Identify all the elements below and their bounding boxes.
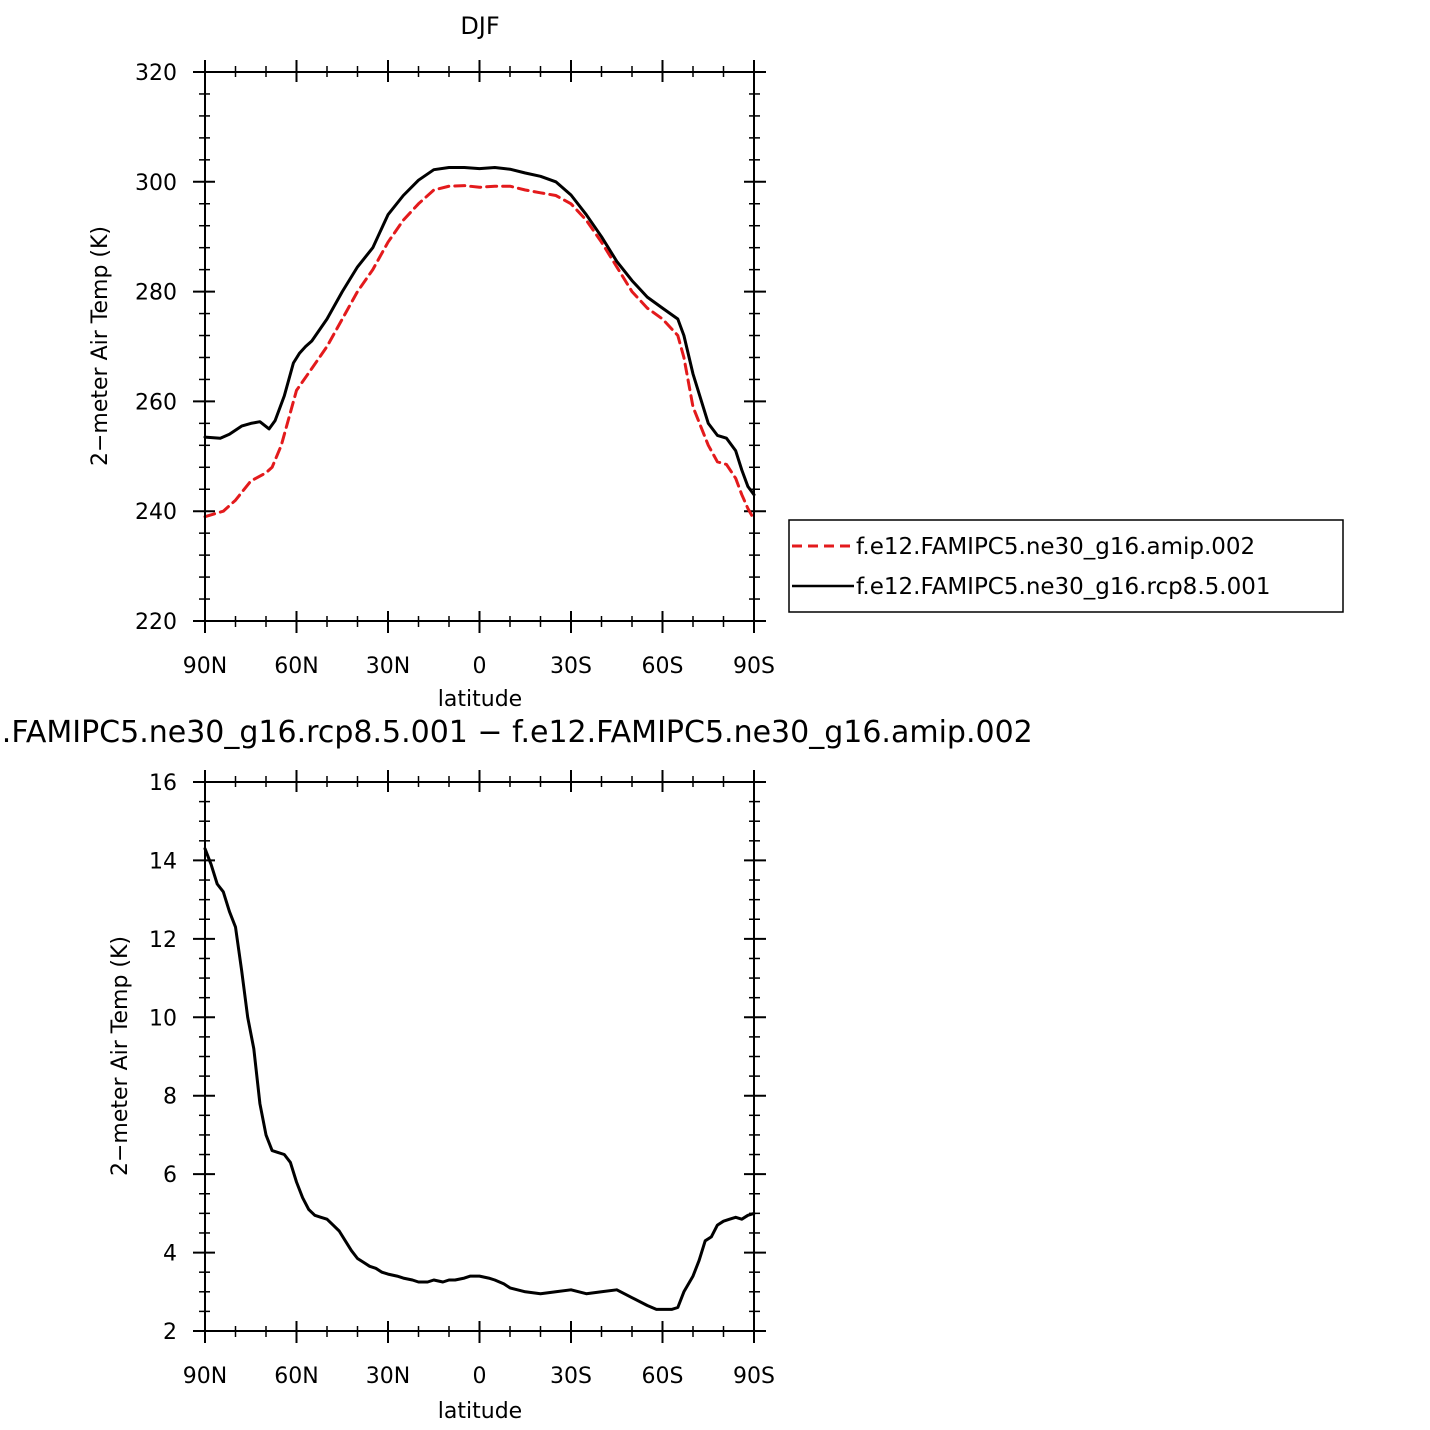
top-ticks <box>193 60 766 633</box>
bottom-x-tick-label: 0 <box>473 1364 487 1389</box>
top-title: DJF <box>460 12 499 40</box>
legend-label-rcp85: f.e12.FAMIPC5.ne30_g16.rcp8.5.001 <box>856 574 1270 600</box>
top-y-tick-label: 300 <box>135 171 177 196</box>
bottom-y-tick-label: 16 <box>149 771 177 796</box>
bottom-y-tick-label: 2 <box>163 1320 177 1345</box>
legend-label-amip: f.e12.FAMIPC5.ne30_g16.amip.002 <box>856 534 1255 560</box>
bottom-x-tick-label: 30S <box>550 1364 592 1389</box>
top-x-tick-label: 60N <box>274 654 318 679</box>
bottom-x-tick-label: 60N <box>274 1364 318 1389</box>
bottom-x-axis-label: latitude <box>438 1399 522 1424</box>
bottom-series-line-0 <box>203 847 756 1311</box>
bottom-x-tick-label: 90S <box>733 1364 775 1389</box>
top-x-tick-label: 90N <box>183 654 227 679</box>
top-y-tick-label: 320 <box>135 61 177 86</box>
top-series-line-0 <box>203 184 756 521</box>
top-panel: DJF 2−meter Air Temp (K) latitude 90N 60N… <box>88 12 775 712</box>
bottom-y-tick-label: 6 <box>163 1163 177 1188</box>
bottom-x-tick-label: 30N <box>366 1364 410 1389</box>
bottom-ticks <box>193 770 766 1343</box>
bottom-x-tick-label: 90N <box>183 1364 227 1389</box>
top-x-tick-label: 90S <box>733 654 775 679</box>
bottom-panel: f.e12.FAMIPC5.ne30_g16.rcp8.5.001 − f.e1… <box>0 715 1033 1424</box>
top-x-axis-label: latitude <box>438 687 522 712</box>
top-x-tick-label: 30N <box>366 654 410 679</box>
bottom-plot-frame <box>204 781 755 1332</box>
top-series-lines <box>203 166 756 521</box>
legend-box <box>788 519 1344 613</box>
bottom-y-tick-label: 4 <box>163 1242 177 1267</box>
bottom-tick-labels: 90N 60N 30N 0 30S 60S 90S 2 4 6 8 10 12 14 16 <box>149 771 775 1389</box>
bottom-title: f.e12.FAMIPC5.ne30_g16.rcp8.5.001 − f.e1… <box>0 715 1033 750</box>
top-y-tick-label: 220 <box>135 610 177 635</box>
top-series-line-1 <box>203 166 756 497</box>
bottom-y-tick-label: 8 <box>163 1085 177 1110</box>
top-y-tick-label: 280 <box>135 281 177 306</box>
top-y-tick-label: 240 <box>135 500 177 525</box>
top-x-tick-label: 0 <box>473 654 487 679</box>
top-plot-frame <box>204 71 755 622</box>
top-x-tick-label: 30S <box>550 654 592 679</box>
top-tick-labels: 90N 60N 30N 0 30S 60S 90S 220 240 260 280 300 320 <box>135 61 775 679</box>
bottom-series-lines <box>203 847 756 1311</box>
bottom-y-tick-label: 10 <box>149 1006 177 1031</box>
bottom-y-tick-label: 12 <box>149 928 177 953</box>
bottom-y-axis-label: 2−meter Air Temp (K) <box>108 936 133 1176</box>
bottom-y-tick-label: 14 <box>149 849 177 874</box>
top-y-axis-label: 2−meter Air Temp (K) <box>88 226 113 466</box>
top-x-tick-label: 60S <box>642 654 684 679</box>
legend: f.e12.FAMIPC5.ne30_g16.amip.002 f.e12.FA… <box>788 519 1344 613</box>
bottom-x-tick-label: 60S <box>642 1364 684 1389</box>
top-y-tick-label: 260 <box>135 390 177 415</box>
